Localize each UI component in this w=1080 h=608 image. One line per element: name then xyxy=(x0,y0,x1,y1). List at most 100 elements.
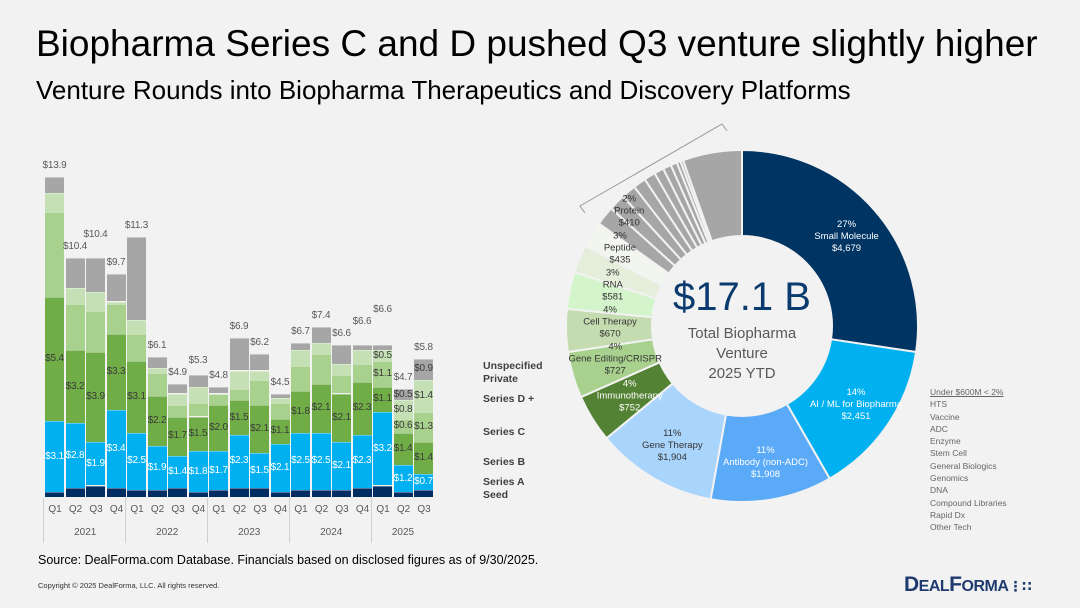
bar-segment-unspecified-private xyxy=(332,345,351,364)
bar-segment-seed xyxy=(45,492,64,497)
x-tick-label: Q4 xyxy=(273,504,288,515)
bar-segment-series-d- xyxy=(332,363,351,376)
slice-label-value_label: $1,908 xyxy=(751,469,780,480)
bar-segment-unspecified-private xyxy=(393,388,413,401)
x-year-label: 2025 xyxy=(391,527,415,538)
bar-segment-unspecified-private xyxy=(250,354,269,371)
bar-segment-series-a xyxy=(106,409,126,488)
x-tick-label: Q4 xyxy=(191,504,206,515)
bar-segment-series-c xyxy=(147,372,167,396)
bar-segment-label: $3.2 xyxy=(65,380,85,392)
bar-segment-label: $2.5 xyxy=(291,455,310,467)
bar-segment-series-d- xyxy=(147,368,167,373)
bar-segment-series-b xyxy=(250,405,269,454)
bar-segment-unspecified-private xyxy=(414,359,433,380)
bar-segment-label: $1.4 xyxy=(414,389,433,401)
x-tick-label: Q4 xyxy=(109,504,124,515)
bar-segment-seed xyxy=(250,487,269,497)
other-list-item: Rapid Dx xyxy=(930,509,965,520)
bar-total-label: $5.8 xyxy=(414,342,433,353)
bar-segment-series-d- xyxy=(414,379,433,412)
bar-segment-series-a xyxy=(250,453,269,488)
bar-segment-label: $5.4 xyxy=(45,353,64,364)
slice-label-name: Cell Therapy xyxy=(583,316,637,327)
bar-segment-seed xyxy=(168,487,187,497)
x-year-label: 2024 xyxy=(320,527,343,538)
donut-slice-small-molecule xyxy=(741,148,919,354)
x-tick-label: Q4 xyxy=(355,504,370,515)
bar-segment-seed xyxy=(106,487,126,497)
slice-label-name: RNA xyxy=(603,279,624,290)
bar-total-label: $4.9 xyxy=(168,367,187,379)
bar-segment-series-a xyxy=(352,434,372,488)
bar-segment-series-b xyxy=(127,361,146,433)
bar-segment-label: $0.5 xyxy=(393,388,413,400)
bar-segment-unspecified-private xyxy=(209,386,228,394)
x-tick-label: Q2 xyxy=(314,504,329,515)
bar-segment-series-b xyxy=(147,395,167,447)
slide-title: Biopharma Series C and D pushed Q3 ventu… xyxy=(36,23,1038,64)
bar-segment-seed xyxy=(188,492,208,497)
bar-segment-series-d- xyxy=(127,319,146,334)
slice-label-pct: 11% xyxy=(756,445,775,456)
slice-label-pct: 4% xyxy=(603,304,617,315)
bar-segment-unspecified-private xyxy=(168,384,187,394)
donut-center-line2: Venture xyxy=(716,345,768,362)
legend-private: Private xyxy=(483,373,519,385)
bar-segment-label: $3.3 xyxy=(106,365,126,377)
bar-segment-series-d- xyxy=(229,370,249,389)
bar-segment-label: $0.7 xyxy=(414,476,433,488)
bar-segment-series-c xyxy=(229,388,249,401)
slice-label-pct: 2% xyxy=(622,193,636,204)
bar-segment-series-d- xyxy=(65,287,85,304)
legend-unspecified: Unspecified xyxy=(483,360,543,372)
bar-segment-series-a xyxy=(168,455,187,488)
other-list-item: Compound Libraries xyxy=(930,497,1007,508)
bar-segment-unspecified-private xyxy=(311,326,331,343)
slice-label-value_label: $581 xyxy=(602,291,623,302)
bar-segment-seed xyxy=(86,485,105,497)
bar-segment-series-b xyxy=(270,418,290,445)
bar-segment-series-a xyxy=(291,432,310,491)
bar-total-label: $5.3 xyxy=(188,355,208,367)
bar-segment-series-b xyxy=(291,391,310,433)
slice-label-pct: 3% xyxy=(606,267,620,278)
x-tick-label: Q1 xyxy=(130,504,144,515)
bar-segment-label: $1.7 xyxy=(168,430,187,442)
other-list-item: Other Tech xyxy=(930,522,972,533)
bar-segment-series-d- xyxy=(373,349,392,362)
bar-segment-series-c xyxy=(250,379,269,405)
bar-segment-unspecified-private xyxy=(65,257,85,288)
slice-label-value_label: $670 xyxy=(599,328,620,339)
bar-segment-seed xyxy=(393,492,413,497)
bar-segment-series-d- xyxy=(291,349,310,366)
bar-segment-unspecified-private xyxy=(45,177,64,194)
donut-slice-other-tech xyxy=(681,148,743,243)
slice-label-pct: 4% xyxy=(623,378,637,389)
bar-segment-series-b xyxy=(332,393,351,442)
stacked-bar-chart: $3.1 $5.4 $13.9 Q1 $2.8 $3.2 $10.4 Q2 $1.9 $3.9 $1… xyxy=(0,0,560,560)
bar-segment-series-a xyxy=(86,441,105,486)
bar-segment-series-c xyxy=(168,405,187,417)
other-list-item: ADC xyxy=(930,423,948,434)
x-tick-label: Q3 xyxy=(335,504,349,515)
bar-segment-seed xyxy=(127,490,146,497)
x-tick-label: Q1 xyxy=(376,504,390,515)
bar-segment-series-c xyxy=(106,303,126,334)
bar-segment-label: $0.5 xyxy=(373,349,392,361)
bar-segment-series-b xyxy=(414,441,433,474)
bar-segment-series-b xyxy=(373,386,392,412)
slice-label-pct: 3% xyxy=(613,230,627,241)
x-tick-label: Q3 xyxy=(89,504,103,515)
bar-segment-series-a xyxy=(373,411,392,486)
bar-segment-label: $1.7 xyxy=(209,464,228,476)
x-tick-label: Q2 xyxy=(232,504,247,515)
bar-total-label: $6.6 xyxy=(332,328,351,340)
bar-segment-label: $1.8 xyxy=(291,405,310,417)
slice-label-value_label: $435 xyxy=(609,254,630,265)
bar-segment-unspecified-private xyxy=(188,375,208,387)
bar-segment-series-c xyxy=(332,375,351,394)
slice-label-name: Protein xyxy=(614,205,644,216)
slice-label-pct: 11% xyxy=(663,428,682,439)
bar-segment-label: $1.5 xyxy=(250,464,269,476)
